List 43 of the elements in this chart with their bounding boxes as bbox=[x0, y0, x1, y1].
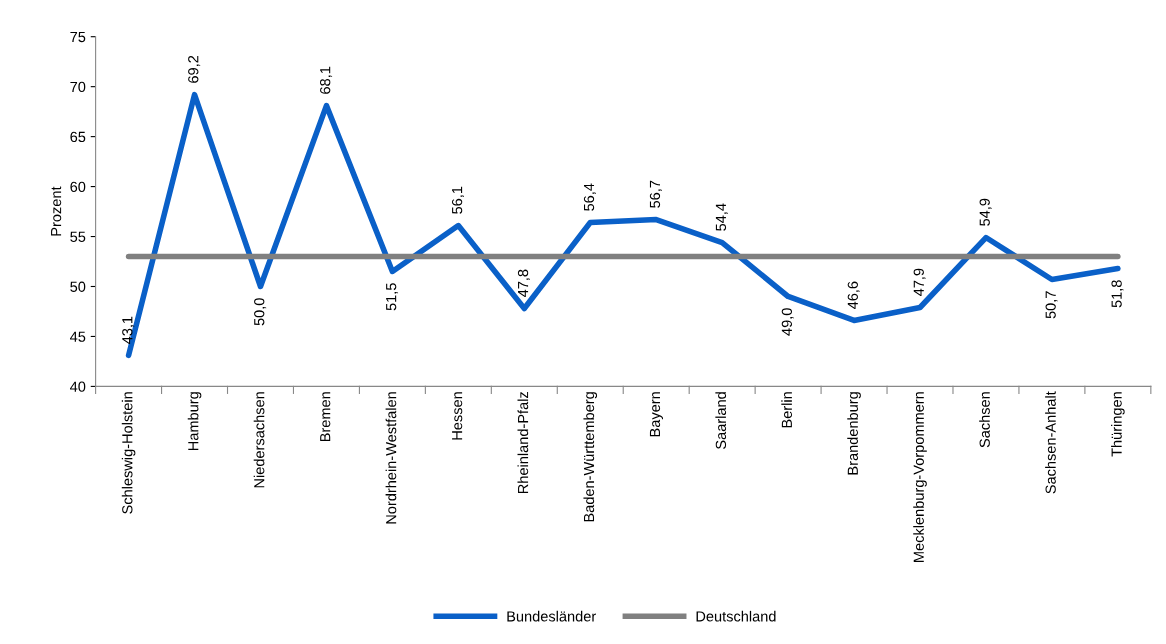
y-tick-label: 65 bbox=[70, 131, 86, 143]
x-tick-label: Brandenburg bbox=[847, 392, 861, 475]
x-tick-label: Sachsen bbox=[979, 392, 990, 448]
data-label: 47,8 bbox=[517, 269, 530, 298]
data-label: 50,7 bbox=[1045, 291, 1058, 319]
x-tick-label: Bayern bbox=[649, 392, 663, 437]
y-tick-label: 75 bbox=[70, 31, 86, 43]
y-tick-label: 45 bbox=[70, 331, 86, 342]
data-label: 51,5 bbox=[386, 283, 399, 311]
data-label: 46,6 bbox=[847, 281, 860, 310]
data-label: 54,4 bbox=[715, 203, 728, 231]
x-tick-label: Mecklenburg-Vorpommern bbox=[913, 392, 927, 562]
y-tick-label: 60 bbox=[70, 181, 86, 192]
data-label: 56,7 bbox=[649, 180, 662, 208]
y-tick-label: 50 bbox=[70, 281, 86, 292]
legend-label: Deutschland bbox=[696, 610, 776, 622]
x-tick-label: Rheinland-Pfalz bbox=[517, 391, 529, 494]
x-tick-label: Bremen bbox=[320, 392, 331, 442]
y-tick-label: 55 bbox=[70, 231, 86, 242]
x-tick-label: Hamburg bbox=[187, 392, 202, 451]
x-tick-label: Thüringen bbox=[1111, 392, 1125, 457]
data-label: 69,2 bbox=[188, 55, 201, 83]
x-tick-label: Nordrhein-Westfalen bbox=[385, 392, 397, 524]
data-label: 43,1 bbox=[122, 316, 135, 344]
x-tick-label: Sachsen-Anhalt bbox=[1045, 391, 1056, 494]
data-label: 47,9 bbox=[913, 268, 926, 297]
data-label: 54,9 bbox=[979, 198, 992, 226]
data-label: 51,8 bbox=[1111, 280, 1124, 308]
x-tick-label: Baden-Württemberg bbox=[583, 392, 598, 522]
data-label: 68,1 bbox=[320, 66, 333, 94]
y-axis-title: Prozent bbox=[51, 186, 62, 236]
y-tick-label: 70 bbox=[70, 81, 86, 93]
x-tick-label: Schleswig-Holstein bbox=[121, 392, 136, 514]
data-label: 49,0 bbox=[781, 308, 794, 336]
data-label: 50,0 bbox=[254, 298, 267, 326]
legend-label: Bundesländer bbox=[507, 610, 596, 622]
y-tick-label: 40 bbox=[70, 381, 86, 392]
data-label: 56,4 bbox=[583, 183, 596, 211]
x-tick-label: Niedersachsen bbox=[253, 392, 265, 488]
data-label: 56,1 bbox=[451, 186, 464, 214]
x-tick-label: Saarland bbox=[715, 392, 727, 449]
x-tick-label: Berlin bbox=[781, 392, 793, 428]
x-tick-label: Hessen bbox=[452, 392, 463, 440]
